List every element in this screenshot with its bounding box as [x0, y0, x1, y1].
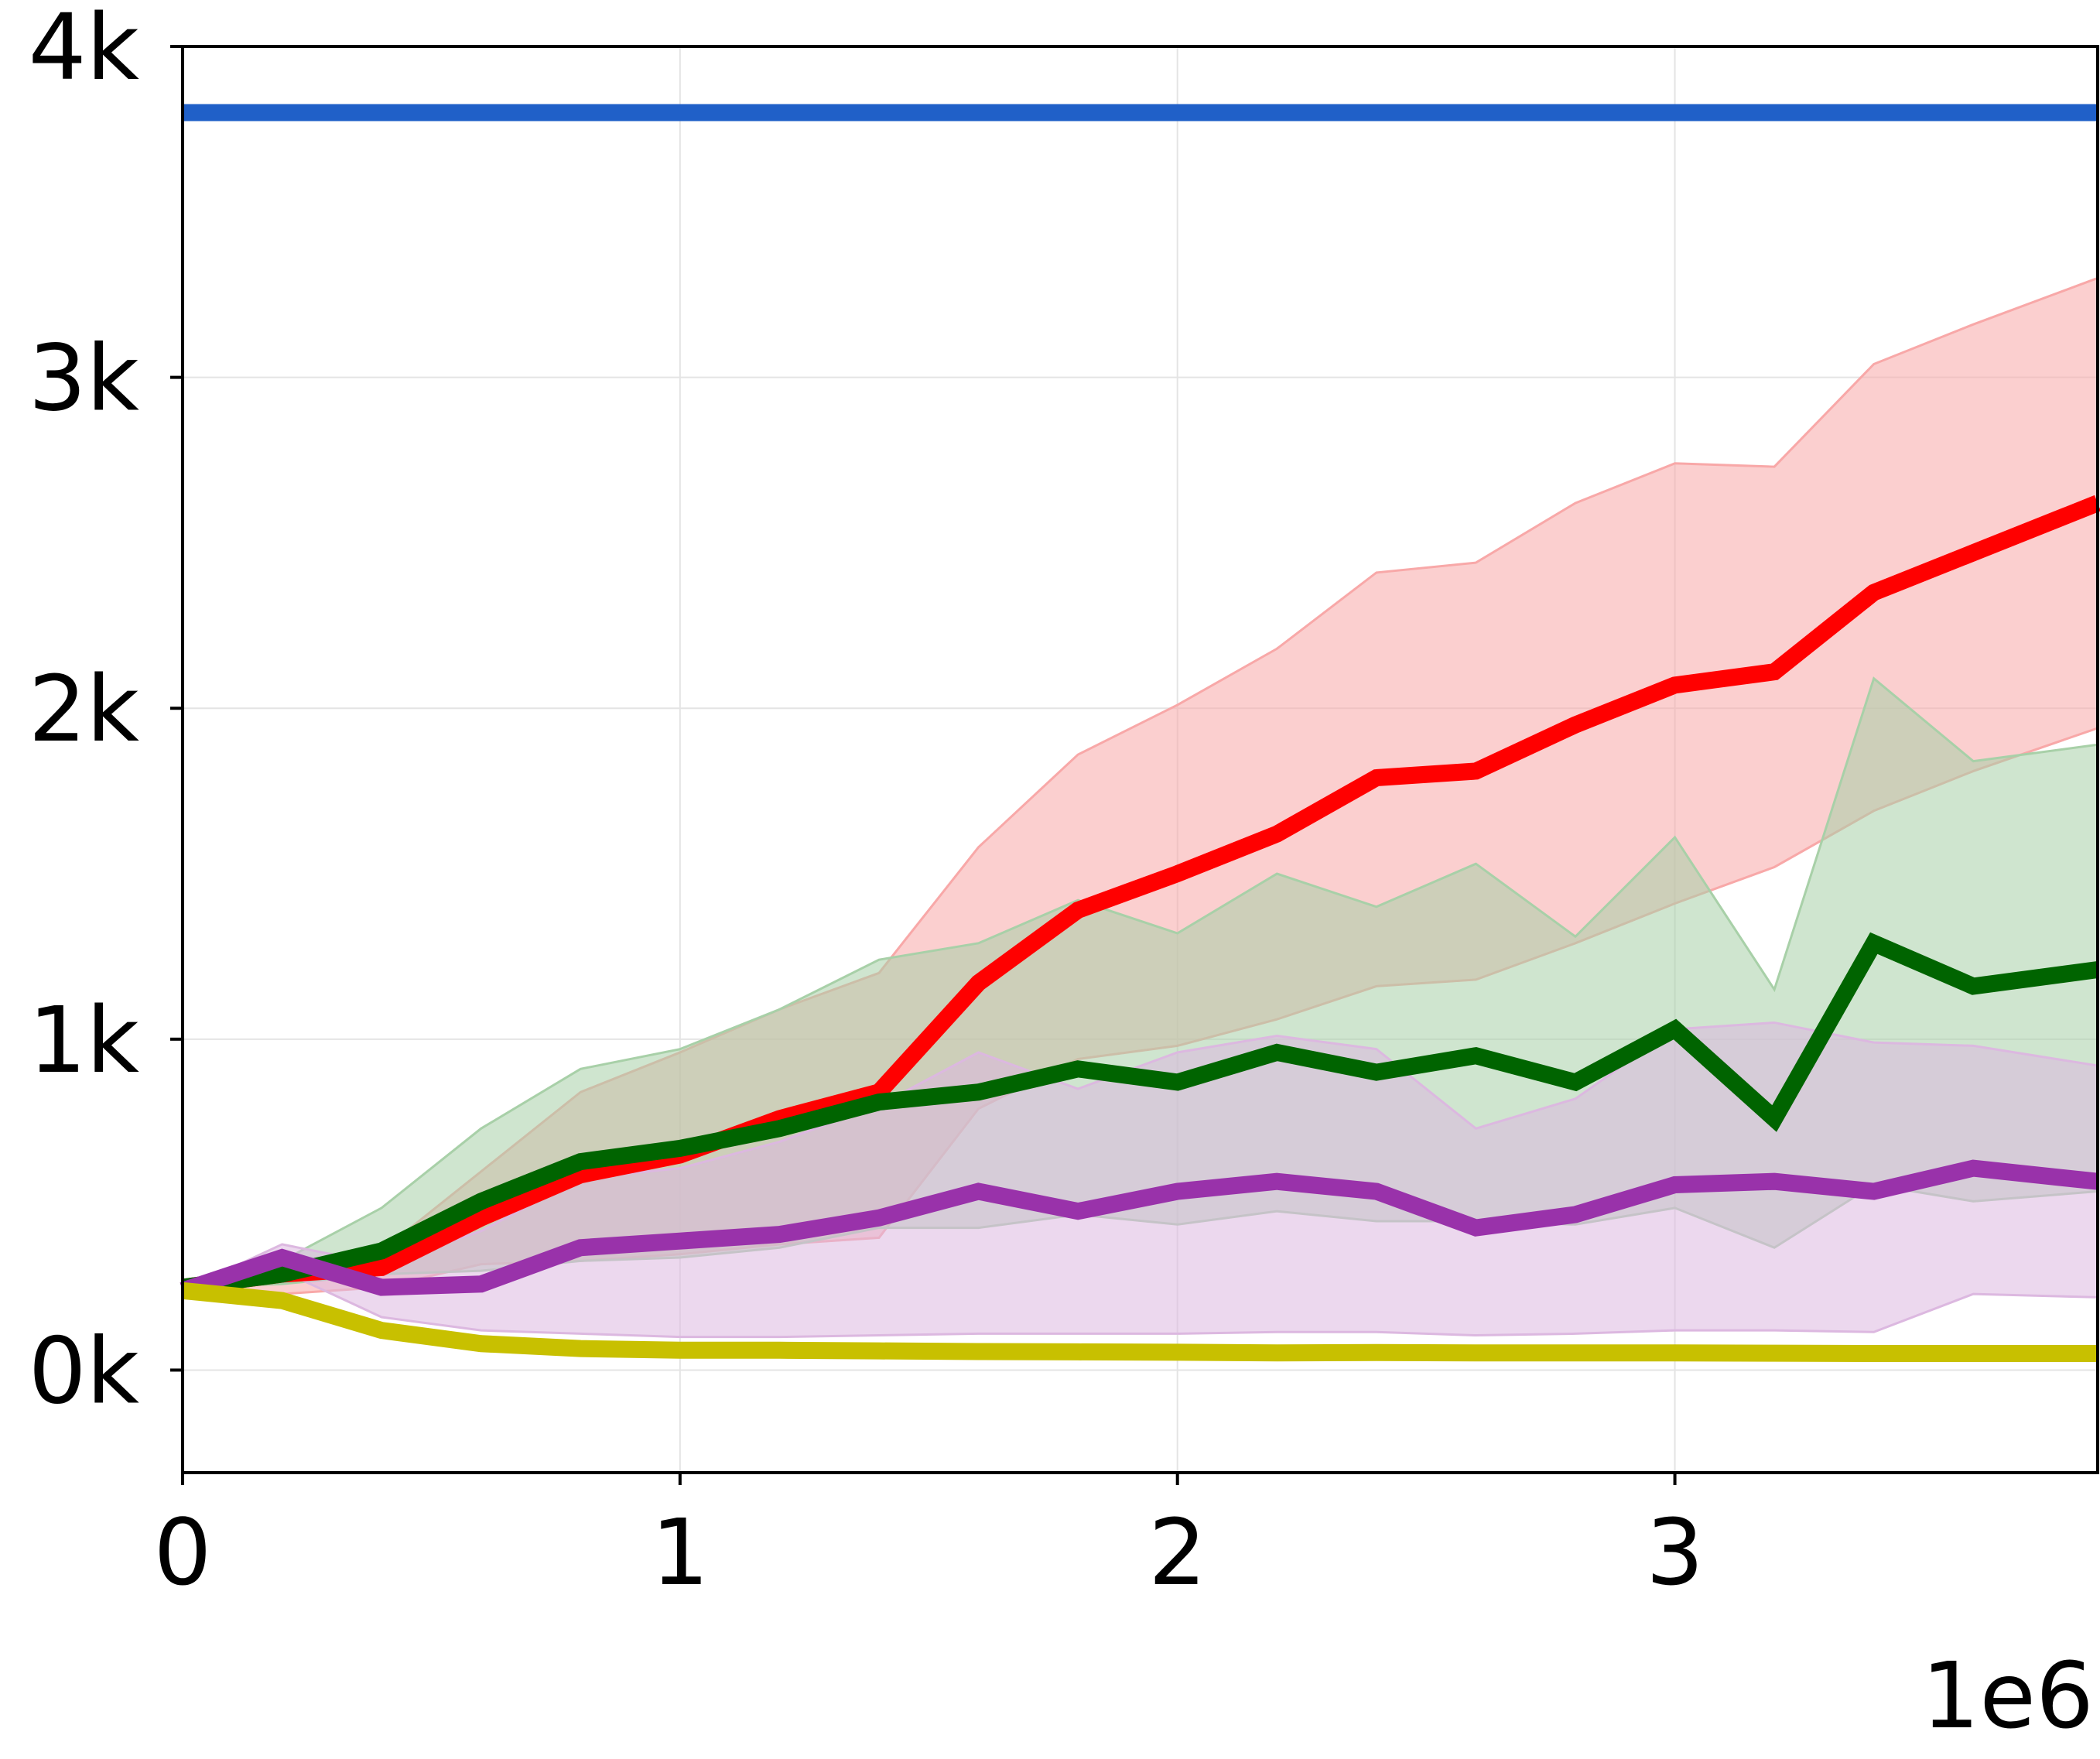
- y-axis-ticks: 0k 1k 2k 3k 4k: [29, 0, 183, 1424]
- y-tick-label: 4k: [29, 0, 139, 101]
- series-lines: [180, 104, 2100, 1363]
- x-tick-label: 3: [1646, 1499, 1704, 1606]
- series-line: [180, 1159, 2099, 1299]
- y-tick-label: 2k: [29, 655, 139, 762]
- x-axis-ticks: 0 1 2 3: [153, 1473, 1704, 1606]
- series-line: [181, 932, 2099, 1296]
- y-tick-label: 1k: [29, 987, 139, 1093]
- x-offset-label: 1e6: [1921, 1642, 2094, 1749]
- y-tick-label: 3k: [29, 325, 139, 432]
- series-line: [181, 495, 2100, 1296]
- series-line: [181, 1282, 2098, 1363]
- x-tick-label: 2: [1148, 1499, 1206, 1606]
- x-tick-label: 1: [651, 1499, 709, 1606]
- plot-frame: [181, 45, 2099, 1474]
- x-tick-label: 0: [153, 1499, 211, 1606]
- y-tick-label: 0k: [29, 1317, 139, 1424]
